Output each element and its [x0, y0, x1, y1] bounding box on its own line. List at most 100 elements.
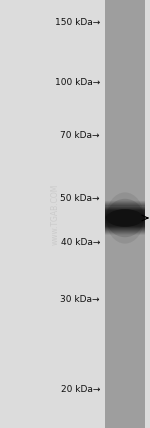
Bar — [105, 83, 145, 85]
Bar — [105, 425, 145, 426]
Bar — [105, 60, 145, 61]
Bar — [105, 210, 145, 211]
Bar — [105, 387, 145, 389]
Bar — [105, 313, 145, 315]
Bar — [105, 400, 145, 401]
Bar — [105, 43, 145, 44]
Bar — [105, 134, 145, 135]
Bar — [105, 0, 145, 1]
Bar — [105, 175, 145, 177]
Bar — [105, 91, 145, 92]
Bar — [105, 182, 145, 183]
Bar — [105, 241, 145, 242]
Bar — [105, 276, 145, 277]
Bar — [105, 349, 145, 350]
Bar — [105, 351, 145, 352]
Bar — [105, 155, 145, 156]
Bar — [105, 145, 145, 146]
Bar — [105, 333, 145, 334]
Bar — [105, 199, 145, 200]
Bar — [105, 201, 145, 202]
Bar — [105, 320, 145, 321]
Bar — [105, 195, 145, 196]
Bar — [105, 111, 145, 113]
Bar — [105, 405, 145, 407]
Bar — [105, 151, 145, 152]
Bar — [105, 392, 145, 393]
Bar — [105, 135, 145, 136]
Bar — [105, 180, 145, 181]
Bar — [105, 197, 145, 198]
Bar — [105, 193, 145, 194]
Bar — [105, 268, 145, 269]
Bar — [105, 422, 145, 424]
Ellipse shape — [107, 209, 143, 227]
Bar — [105, 239, 145, 240]
Bar — [105, 115, 145, 116]
Bar — [105, 92, 145, 93]
Bar — [105, 64, 145, 65]
Bar — [105, 25, 145, 26]
Bar — [105, 394, 145, 395]
Bar — [105, 171, 145, 172]
Bar — [105, 303, 145, 304]
Bar — [105, 398, 145, 399]
Bar — [105, 231, 145, 232]
Bar — [105, 336, 145, 337]
Bar — [105, 54, 145, 55]
Bar — [105, 279, 145, 280]
Bar — [105, 329, 145, 330]
Bar — [105, 379, 145, 380]
Bar — [105, 119, 145, 120]
Bar — [105, 213, 145, 214]
Bar — [105, 23, 145, 24]
Bar — [105, 120, 145, 121]
Bar — [105, 302, 145, 303]
Bar — [105, 304, 145, 305]
Bar — [105, 229, 145, 230]
Bar — [105, 36, 145, 38]
Bar — [105, 354, 145, 355]
Bar — [105, 149, 145, 150]
Bar — [105, 13, 145, 14]
Bar — [105, 277, 145, 278]
Bar — [105, 207, 145, 208]
Bar — [105, 319, 145, 320]
Bar — [105, 315, 145, 316]
Bar — [105, 247, 145, 248]
Bar — [105, 369, 145, 370]
Bar — [105, 347, 145, 348]
Bar — [105, 40, 145, 41]
Bar — [105, 220, 145, 222]
Bar — [105, 3, 145, 4]
Bar — [105, 77, 145, 78]
Bar — [105, 173, 145, 175]
Bar — [105, 63, 145, 64]
Bar — [105, 15, 145, 16]
Bar — [105, 321, 145, 322]
Bar — [105, 278, 145, 279]
Bar — [105, 240, 145, 241]
Bar — [105, 417, 145, 419]
Bar — [105, 420, 145, 422]
Bar — [105, 1, 145, 2]
Bar — [105, 380, 145, 381]
Bar — [105, 300, 145, 301]
Bar — [105, 224, 145, 225]
Text: 40 kDa→: 40 kDa→ — [61, 238, 100, 247]
Bar — [105, 8, 145, 9]
Bar — [105, 363, 145, 364]
Bar — [105, 12, 145, 13]
Bar — [105, 73, 145, 74]
Bar — [105, 106, 145, 107]
Bar — [105, 208, 145, 209]
Bar — [105, 16, 145, 17]
Bar — [105, 93, 145, 94]
Bar — [105, 368, 145, 369]
Bar — [105, 262, 145, 263]
Bar — [105, 158, 145, 160]
Bar — [105, 323, 145, 324]
Bar — [105, 51, 145, 53]
Bar — [105, 183, 145, 184]
Bar — [105, 297, 145, 299]
